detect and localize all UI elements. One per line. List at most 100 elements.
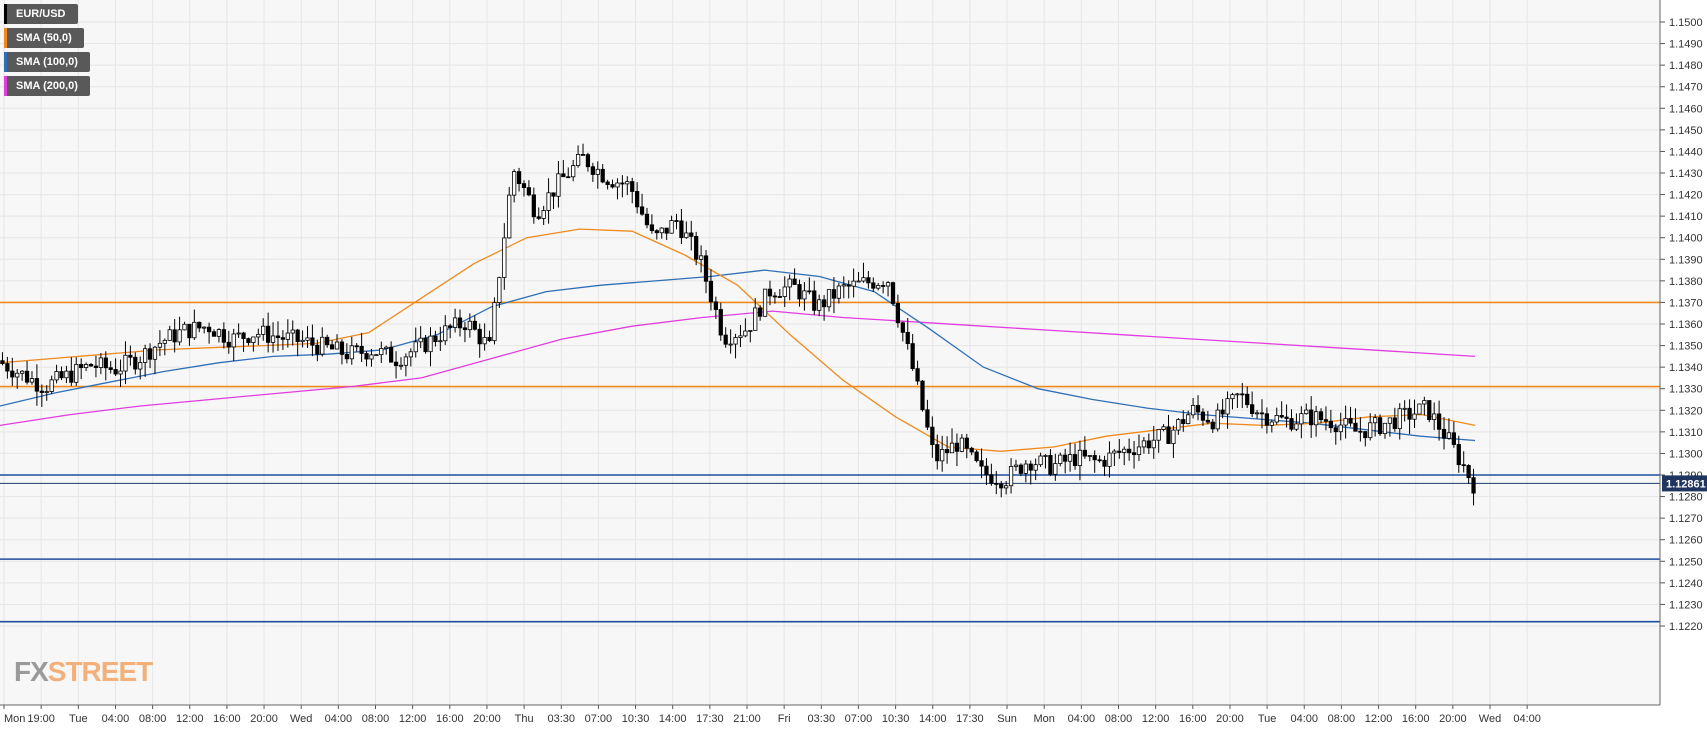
- candle-body: [792, 278, 797, 285]
- candle-body: [531, 194, 536, 218]
- candle-body: [138, 362, 143, 370]
- candle-body: [1161, 426, 1166, 430]
- legend-item-sma50[interactable]: SMA (50,0): [4, 28, 84, 48]
- x-tick-label: 17:30: [956, 713, 984, 725]
- candle-body: [295, 329, 300, 342]
- candle-body: [1318, 411, 1324, 421]
- candle-body: [59, 371, 64, 379]
- candle-body: [989, 474, 994, 484]
- candle-body: [777, 296, 782, 298]
- legend-swatch-sma50: [4, 28, 7, 48]
- x-tick-label: 12:00: [1365, 713, 1393, 725]
- candle-body: [1250, 404, 1255, 415]
- candle-body: [379, 348, 384, 356]
- legend-item-eurusd[interactable]: EUR/USD: [4, 4, 78, 24]
- candle-body: [290, 329, 295, 334]
- candle-body: [1284, 416, 1289, 419]
- candle-body: [694, 236, 699, 260]
- candle-body: [821, 299, 827, 308]
- candle-body: [1254, 412, 1260, 415]
- legend-label: SMA (100,0): [16, 56, 78, 68]
- legend-label: EUR/USD: [16, 8, 66, 20]
- candle-body: [639, 206, 645, 215]
- candle-body: [836, 285, 841, 299]
- y-tick-label: 1.1380: [1669, 276, 1703, 288]
- candle-body: [1102, 459, 1107, 467]
- logo-fx: FX: [14, 656, 49, 687]
- candle-body: [246, 338, 251, 344]
- candle-body: [1461, 464, 1466, 467]
- candle-body: [895, 303, 901, 324]
- candle-body: [900, 322, 905, 333]
- last-price-tag: [1662, 475, 1707, 492]
- candle-body: [1023, 463, 1028, 474]
- candle-body: [984, 465, 989, 476]
- candle-body: [659, 227, 664, 234]
- candle-body: [472, 320, 477, 330]
- candle-body: [654, 230, 659, 234]
- candle-body: [1417, 403, 1422, 415]
- candle-body: [231, 333, 236, 348]
- candle-body: [83, 363, 89, 369]
- y-tick-label: 1.1420: [1669, 190, 1703, 202]
- candle-body: [856, 280, 861, 283]
- candle-body: [403, 356, 409, 366]
- candle-body: [1205, 419, 1210, 423]
- candle-body: [487, 336, 492, 342]
- candle-body: [782, 286, 787, 297]
- candle-body: [398, 364, 404, 367]
- candle-body: [1363, 431, 1368, 439]
- candle-body: [738, 335, 743, 338]
- legend-item-sma100[interactable]: SMA (100,0): [4, 52, 90, 72]
- candle-body: [1436, 413, 1442, 430]
- candle-body: [93, 365, 99, 368]
- candle-body: [708, 280, 714, 303]
- candle-body: [1186, 414, 1191, 425]
- candle-body: [20, 370, 25, 374]
- candle-body: [935, 444, 940, 462]
- candle-body: [876, 285, 881, 289]
- candle-body: [374, 354, 379, 357]
- candle-body: [344, 354, 349, 360]
- candle-body: [669, 220, 674, 234]
- candle-body: [359, 345, 364, 354]
- candle-body: [851, 280, 856, 287]
- sma-100-line: [0, 269, 1476, 442]
- candle-body: [1333, 427, 1338, 433]
- candle-body: [1446, 432, 1452, 439]
- candle-body: [944, 449, 950, 454]
- candle-body: [369, 354, 374, 360]
- y-tick-label: 1.1490: [1669, 39, 1703, 51]
- x-tick-label: 10:30: [882, 713, 910, 725]
- y-tick-label: 1.1300: [1669, 448, 1703, 460]
- candle-body: [15, 372, 20, 378]
- candle-body: [177, 329, 182, 343]
- candle-body: [949, 442, 955, 454]
- candle-body: [1018, 464, 1024, 474]
- y-tick-label: 1.1430: [1669, 168, 1703, 180]
- candle-body: [1402, 407, 1407, 410]
- candle-body: [649, 224, 655, 232]
- candle-body: [644, 213, 650, 226]
- sma-200-line: [0, 310, 1476, 427]
- candle-body: [1053, 463, 1058, 475]
- legend-item-sma200[interactable]: SMA (200,0): [4, 76, 90, 96]
- candle-body: [551, 192, 556, 197]
- candle-body: [664, 227, 669, 234]
- candle-body: [206, 326, 212, 333]
- x-tick-label: 04:00: [1513, 713, 1541, 725]
- x-tick-label: 07:00: [585, 713, 613, 725]
- x-tick-label: Tue: [1258, 713, 1277, 725]
- candle-body: [787, 278, 792, 288]
- candle-body: [1131, 452, 1137, 456]
- x-tick-label: 04:00: [102, 713, 130, 725]
- candle-body: [964, 437, 969, 449]
- candle-body: [1382, 422, 1388, 435]
- candle-body: [1289, 418, 1294, 430]
- candle-body: [728, 343, 733, 346]
- candle-body: [1048, 455, 1053, 475]
- candle-body: [0, 360, 5, 364]
- candle-body: [462, 327, 468, 331]
- candle-body: [1151, 439, 1156, 449]
